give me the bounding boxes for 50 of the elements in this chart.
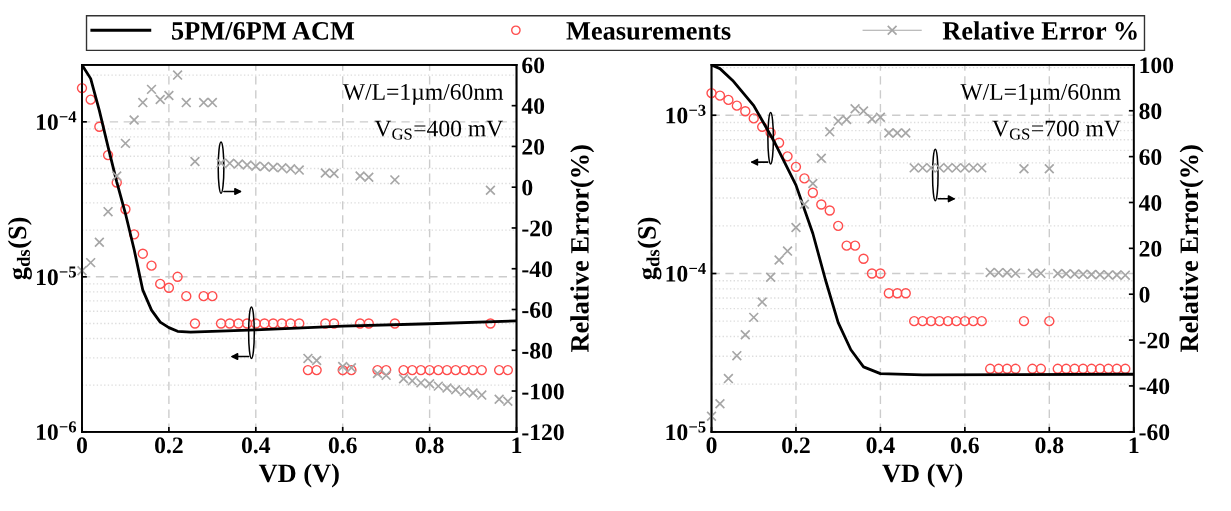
y2-tick-label: -100 (522, 383, 564, 400)
y2-tick-label: -20 (522, 220, 552, 237)
y2-tick-label: -40 (1139, 378, 1170, 395)
y-axis-title: g$_{ds}$(S) (7, 217, 32, 280)
y2-tick-label: 60 (522, 57, 545, 74)
y2-tick-label: 20 (522, 138, 545, 155)
x-tick-label: 0.4 (241, 437, 271, 454)
x-tick-label: 0 (76, 437, 87, 454)
y2-tick-label: -60 (1139, 424, 1170, 441)
y2-tick-label: 40 (521, 98, 545, 115)
y2-tick-label: 80 (1139, 103, 1162, 120)
y2-tick-label: 0 (1139, 286, 1150, 303)
y2-axis-title: Relative Error(%) (1179, 145, 1204, 353)
legend-label: Measurements (566, 22, 731, 40)
y2-tick-label: -60 (522, 301, 552, 318)
y2-tick-label: -40 (522, 261, 552, 278)
x-tick-label: 0 (706, 437, 717, 454)
y-tick-label: 10$^{−4}$ (666, 263, 706, 282)
y2-tick-label: 100 (1140, 57, 1174, 74)
y2-tick-label: 60 (1139, 149, 1162, 166)
x-tick-label: 1 (1129, 437, 1139, 454)
y-tick-label: 10$^{−3}$ (666, 104, 706, 124)
y2-tick-label: 20 (1139, 240, 1162, 257)
x-tick-label: 1 (512, 437, 522, 454)
x-axis-title: VD (V) (258, 463, 339, 488)
legend-label: 5PM/6PM ACM (172, 22, 355, 40)
x-tick-label: 0.4 (866, 437, 895, 454)
y2-axis-title: Relative Error(%) (570, 145, 595, 353)
y-tick-label: 10$^{−6}$ (36, 421, 77, 441)
y2-tick-label: -80 (522, 342, 552, 359)
x-axis-title: VD (V) (882, 463, 963, 488)
y-tick-label: 10$^{−5}$ (666, 421, 706, 441)
y-axis-title: g$_{ds}$(S) (637, 217, 662, 280)
x-tick-label: 0.2 (155, 437, 183, 454)
y2-tick-label: -20 (1139, 332, 1170, 349)
x-tick-label: 0.6 (328, 437, 357, 454)
y-tick-label: 10$^{−5}$ (36, 266, 76, 286)
y2-tick-label: -120 (522, 424, 564, 441)
y-tick-label: 10$^{−4}$ (36, 111, 77, 131)
annotation: W/L=1µm/60nm (342, 83, 504, 105)
y2-tick-label: 0 (522, 179, 533, 196)
annotation: V$_{GS}$=400 mV (374, 120, 504, 140)
x-tick-label: 0.2 (782, 437, 810, 454)
y2-tick-label: 40 (1138, 194, 1162, 211)
x-tick-label: 0.8 (1035, 437, 1064, 454)
annotation: V$_{GS}$=700 mV (992, 120, 1121, 140)
legend-label: Relative Error % (942, 21, 1137, 40)
x-tick-label: 0.6 (951, 437, 979, 454)
annotation: W/L=1µm/60nm (960, 83, 1121, 105)
x-tick-label: 0.8 (415, 437, 444, 454)
